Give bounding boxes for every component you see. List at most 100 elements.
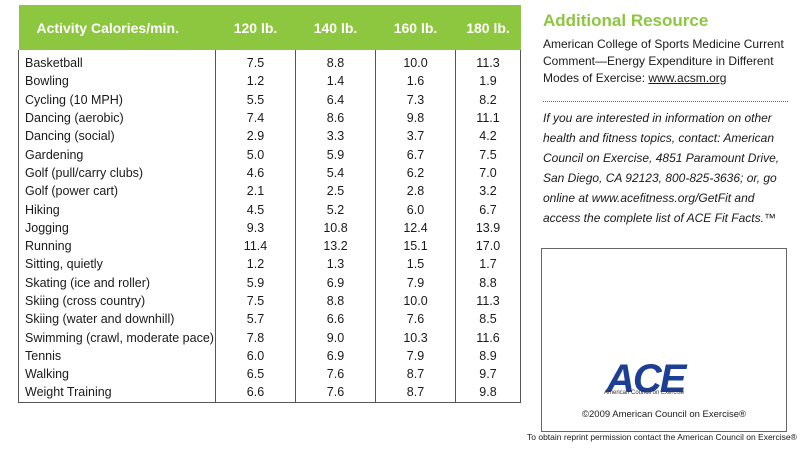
calorie-cell: 5.7: [215, 310, 296, 329]
activity-cell: Golf (pull/carry clubs): [18, 163, 216, 183]
table-row: Gardening 5.0 5.9 6.7 7.5: [18, 145, 521, 164]
calorie-cell: 10.3: [375, 328, 456, 347]
calorie-cell: 6.0: [215, 346, 296, 366]
calorie-cell: 8.9: [455, 346, 521, 366]
activity-cell: Skiing (water and downhill): [18, 310, 216, 329]
calorie-cell: 3.2: [455, 182, 521, 201]
table-row: Running 11.4 13.2 15.1 17.0: [18, 236, 521, 256]
activity-cell: Tennis: [18, 346, 216, 366]
permission-note: To obtain reprint permission contact the…: [527, 432, 797, 442]
calorie-cell: 2.5: [295, 182, 376, 201]
calorie-cell: 7.6: [375, 310, 456, 329]
table-row: Skiing (cross country) 7.5 8.8 10.0 11.3: [18, 291, 521, 311]
activity-cell: Jogging: [18, 218, 216, 237]
calorie-cell: 8.8: [455, 273, 521, 292]
calorie-cell: 7.8: [215, 328, 296, 347]
calorie-cell: 10.0: [375, 291, 456, 311]
calorie-cell: 8.5: [455, 310, 521, 329]
column-header: 160 lb.: [375, 5, 456, 50]
calorie-cell: 4.5: [215, 200, 296, 219]
calorie-cell: 5.9: [295, 145, 376, 164]
calorie-cell: 12.4: [375, 218, 456, 237]
activity-cell: Walking: [18, 365, 216, 384]
column-header: 120 lb.: [215, 5, 296, 50]
calorie-cell: 6.2: [375, 163, 456, 183]
calorie-cell: 11.6: [455, 328, 521, 347]
calorie-cell: 9.3: [215, 218, 296, 237]
table-row: Cycling (10 MPH) 5.5 6.4 7.3 8.2: [18, 90, 521, 109]
copyright: ©2009 American Council on Exercise®: [582, 409, 746, 420]
calorie-cell: 1.7: [455, 255, 521, 274]
resource-body: American College of Sports Medicine Curr…: [543, 37, 784, 85]
table-row: Golf (power cart) 2.1 2.5 2.8 3.2: [18, 182, 521, 201]
calorie-cell: 1.3: [295, 255, 376, 274]
calorie-cell: 1.4: [295, 72, 376, 91]
calorie-cell: 2.8: [375, 182, 456, 201]
calorie-cell: 5.0: [215, 145, 296, 164]
calorie-cell: 7.5: [455, 145, 521, 164]
calorie-cell: 8.6: [295, 108, 376, 128]
calorie-cell: 3.3: [295, 127, 376, 146]
calorie-cell: 6.7: [455, 200, 521, 219]
calorie-cell: 6.6: [215, 383, 296, 403]
calorie-cell: 1.2: [215, 72, 296, 91]
resource-text: American College of Sports Medicine Curr…: [543, 36, 791, 87]
calorie-cell: 8.8: [295, 291, 376, 311]
calorie-cell: 4.6: [215, 163, 296, 183]
calorie-cell: 11.4: [215, 236, 296, 256]
activity-cell: Weight Training: [18, 383, 216, 403]
column-header: Activity Calories/min.: [18, 5, 216, 50]
activity-cell: Golf (power cart): [18, 182, 216, 201]
calorie-cell: 1.5: [375, 255, 456, 274]
calorie-cell: 1.2: [215, 255, 296, 274]
contact-text: If you are interested in information on …: [543, 111, 780, 225]
calorie-cell: 7.9: [375, 273, 456, 292]
activity-cell: Skiing (cross country): [18, 291, 216, 311]
logo: ACE: [606, 357, 686, 401]
calorie-cell: 6.5: [215, 365, 296, 384]
calorie-cell: 9.7: [455, 365, 521, 384]
calorie-cell: 11.3: [455, 50, 521, 73]
calorie-cell: 5.5: [215, 90, 296, 109]
calorie-cell: 8.8: [295, 50, 376, 73]
calorie-cell: 15.1: [375, 236, 456, 256]
table-row: Walking 6.5 7.6 8.7 9.7: [18, 365, 521, 384]
calorie-cell: 7.3: [375, 90, 456, 109]
calorie-cell: 6.7: [375, 145, 456, 164]
table-row: Dancing (social) 2.9 3.3 3.7 4.2: [18, 127, 521, 146]
calorie-cell: 1.6: [375, 72, 456, 91]
table-row: Tennis 6.0 6.9 7.9 8.9: [18, 346, 521, 366]
calorie-cell: 17.0: [455, 236, 521, 256]
activity-cell: Gardening: [18, 145, 216, 164]
calorie-cell: 2.9: [215, 127, 296, 146]
calorie-cell: 11.3: [455, 291, 521, 311]
calorie-cell: 5.4: [295, 163, 376, 183]
calorie-cell: 7.9: [375, 346, 456, 366]
calorie-cell: 6.6: [295, 310, 376, 329]
calorie-cell: 10.0: [375, 50, 456, 73]
table-row: Sitting, quietly 1.2 1.3 1.5 1.7: [18, 255, 521, 274]
divider: [543, 101, 788, 102]
calorie-cell: 13.2: [295, 236, 376, 256]
calorie-cell: 1.9: [455, 72, 521, 91]
table-row: Dancing (aerobic) 7.4 8.6 9.8 11.1: [18, 108, 521, 128]
column-header: 140 lb.: [295, 5, 376, 50]
table-row: Skating (ice and roller) 5.9 6.9 7.9 8.8: [18, 273, 521, 292]
calorie-cell: 7.0: [455, 163, 521, 183]
logo-tagline: American Council on Exercise: [604, 390, 685, 396]
table-row: Skiing (water and downhill) 5.7 6.6 7.6 8.5: [18, 310, 521, 329]
activity-cell: Bowling: [18, 72, 216, 91]
activity-cell: Dancing (aerobic): [18, 108, 216, 128]
calorie-cell: 7.5: [215, 50, 296, 73]
calorie-cell: 4.2: [455, 127, 521, 146]
activity-cell: Skating (ice and roller): [18, 273, 216, 292]
activity-cell: Swimming (crawl, moderate pace): [18, 328, 216, 347]
table-row: Basketball 7.5 8.8 10.0 11.3: [18, 50, 521, 73]
activity-cell: Basketball: [18, 50, 216, 73]
calorie-cell: 11.1: [455, 108, 521, 128]
activity-cell: Hiking: [18, 200, 216, 219]
resource-link[interactable]: www.acsm.org: [648, 71, 727, 85]
calorie-cell: 5.9: [215, 273, 296, 292]
calorie-cell: 7.6: [295, 365, 376, 384]
calorie-cell: 5.2: [295, 200, 376, 219]
